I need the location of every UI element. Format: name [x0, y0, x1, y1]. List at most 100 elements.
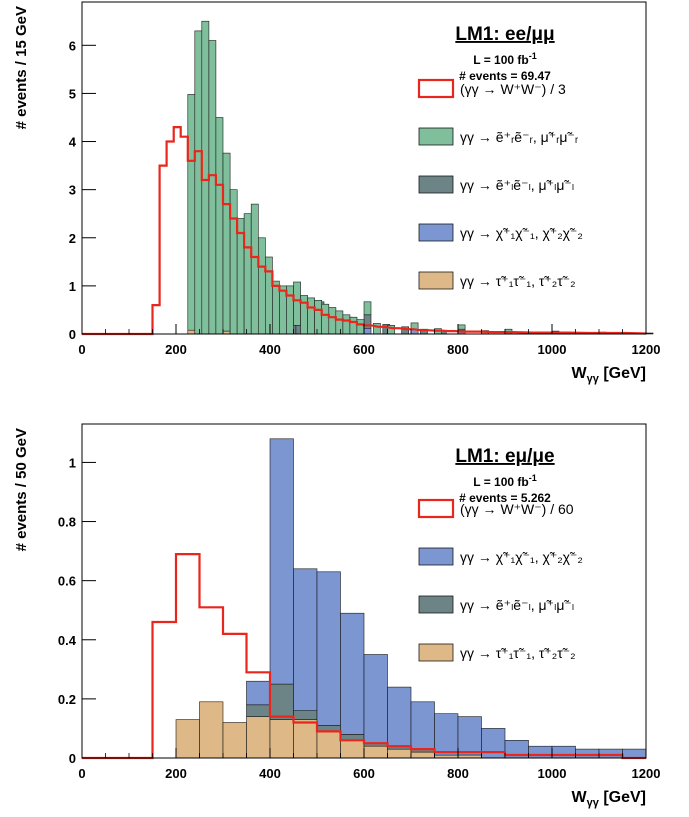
legend-label: (γγ → W⁺W⁻) / 60	[460, 501, 574, 517]
bar	[340, 612, 365, 735]
overlay-line	[82, 553, 646, 760]
x-tick-label: 0	[78, 342, 85, 357]
bar	[269, 438, 294, 685]
legend-label: γγ → ẽ⁺ᵣẽ⁻ᵣ, μ̃⁺ᵣμ̃⁻ᵣ	[460, 129, 579, 145]
y-tick-label: 4	[69, 135, 77, 150]
legend-label: (γγ → W⁺W⁻) / 3	[460, 81, 566, 97]
legend-swatch	[418, 643, 454, 662]
legend-swatch	[417, 78, 455, 99]
legend-swatch	[417, 498, 455, 519]
bar	[175, 719, 200, 759]
bar	[269, 719, 294, 759]
legend-swatch	[418, 547, 454, 566]
bar	[434, 713, 459, 756]
chart-ee-mumu: 0 200 400 600 800 1000 1200 0 1 2 3 4 5 6 Wγγ [GeV] # e…	[13, 1, 661, 385]
legend-swatch	[418, 127, 454, 146]
legend-label: γγ → ẽ⁺ₗẽ⁻ₗ, μ̃⁺ₗμ̃⁻ₗ	[460, 177, 574, 193]
y-tick-label: 2	[69, 231, 76, 246]
bar	[387, 686, 412, 747]
event-count: # events = 69.47	[459, 69, 551, 83]
bar	[246, 680, 271, 706]
y-tick-label: 5	[69, 86, 76, 101]
series-3	[246, 438, 647, 759]
y-tick-label: 3	[69, 183, 76, 198]
bar	[187, 329, 196, 335]
bar	[387, 748, 412, 759]
event-count: # events = 5.262	[459, 491, 551, 505]
x-tick-label: 1200	[632, 342, 661, 357]
x-tick-label: 400	[259, 766, 281, 781]
bar	[645, 332, 654, 334]
legend-label: γγ → χ̃⁺₁χ̃⁻₁, χ̃⁺₂χ̃⁻₂	[460, 225, 583, 241]
bar	[575, 748, 600, 759]
overlay-line	[82, 126, 647, 336]
legend-label: γγ → τ̃⁺₁τ̃⁻₁, τ̃⁺₂τ̃⁻₂	[460, 273, 576, 289]
x-axis-label: Wγγ [GeV]	[572, 789, 646, 809]
luminosity: L = 100 fb-1	[473, 51, 537, 67]
y-tick-label: 1	[69, 279, 76, 294]
y-tick-label: 0.2	[58, 692, 76, 707]
bar	[363, 745, 388, 759]
y-axis-label: # events / 15 GeV	[13, 6, 30, 129]
bar	[598, 748, 623, 759]
bar	[246, 704, 271, 717]
luminosity: L = 100 fb-1	[473, 473, 537, 489]
x-tick-label: 800	[447, 342, 469, 357]
y-tick-label: 1	[69, 455, 76, 470]
legend-swatch	[418, 595, 454, 614]
bar	[250, 203, 259, 335]
x-tick-label: 400	[259, 342, 281, 357]
bar	[363, 327, 372, 335]
legend-swatch	[418, 175, 454, 194]
series-2	[246, 683, 435, 753]
y-tick-label: 6	[69, 38, 76, 53]
bar	[257, 237, 266, 335]
bar	[410, 751, 435, 759]
y-tick-label: 0.6	[58, 574, 76, 589]
bar	[316, 731, 341, 759]
x-tick-label: 800	[447, 766, 469, 781]
bar	[321, 303, 330, 335]
legend-swatch	[418, 223, 454, 242]
bar	[328, 307, 337, 335]
bar	[481, 728, 506, 759]
chart-emu-mue: 0 200 400 600 800 1000 1200 0 0.2 0.4 0.6 0.8 1 Wγγ […	[13, 423, 661, 809]
bar	[410, 701, 435, 750]
bar	[293, 568, 318, 711]
bar	[222, 152, 231, 332]
y-tick-label: 0	[69, 327, 76, 342]
bar	[314, 299, 323, 335]
x-axis-label: Wγγ [GeV]	[572, 365, 646, 385]
y-tick-label: 0	[69, 751, 76, 766]
bar	[269, 683, 294, 720]
y-axis-label: # events / 50 GeV	[13, 428, 30, 551]
y-tick-label: 0.8	[58, 515, 76, 530]
legend-swatch	[418, 271, 454, 290]
bar	[293, 719, 318, 759]
x-tick-label: 1000	[538, 766, 567, 781]
x-tick-label: 1000	[538, 342, 567, 357]
bar	[457, 716, 482, 756]
series-4	[187, 20, 654, 335]
x-tick-label: 0	[78, 766, 85, 781]
bar	[528, 745, 553, 759]
bar	[243, 213, 252, 335]
x-tick-label: 200	[165, 342, 187, 357]
y-tick-label: 0.4	[58, 633, 77, 648]
x-tick-label: 200	[165, 766, 187, 781]
bar	[187, 94, 196, 331]
bar	[340, 739, 365, 759]
x-tick-label: 600	[353, 766, 375, 781]
bar	[363, 301, 372, 316]
bar	[551, 745, 576, 759]
legend-label: γγ → ẽ⁺ₗẽ⁻ₗ, μ̃⁺ₗμ̃⁻ₗ	[460, 597, 574, 613]
bar	[363, 654, 388, 744]
chart-title: LM1: ee/μμ	[455, 24, 554, 45]
x-tick-label: 1200	[632, 766, 661, 781]
bar	[194, 30, 203, 335]
bar	[208, 40, 217, 335]
x-tick-label: 600	[353, 342, 375, 357]
bar	[335, 310, 344, 335]
